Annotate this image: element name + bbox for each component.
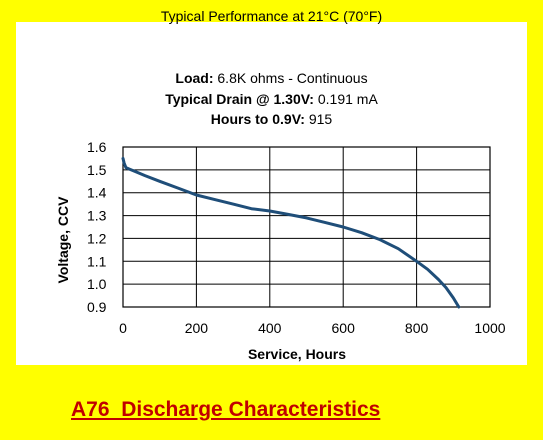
x-tick-label: 0 [119, 320, 127, 336]
load-label: Load: [175, 70, 214, 86]
y-tick-label: 1.4 [87, 185, 107, 201]
y-tick-label: 1.3 [87, 208, 107, 224]
drain-value: 0.191 mA [313, 91, 378, 107]
footer-title: A76 Discharge Characteristics [71, 398, 381, 421]
load-line: Load: 6.8K ohms - Continuous [16, 70, 527, 86]
y-tick-labels: 1.6 1.5 1.4 1.3 1.2 1.1 1.0 0.9 [87, 139, 107, 315]
title-text: Typical Performance at 21°C (70°F) [160, 8, 383, 24]
x-tick-label: 600 [332, 320, 356, 336]
plot-area [122, 146, 491, 308]
y-tick-label: 1.0 [87, 276, 107, 292]
chart-title: Typical Performance at 21°C (70°F) [16, 8, 527, 24]
x-axis-label: Service, Hours [248, 346, 346, 362]
y-tick-label: 0.9 [87, 299, 107, 315]
y-tick-label: 1.1 [87, 253, 107, 269]
hours-label: Hours to 0.9V: [210, 111, 305, 127]
y-tick-label: 1.6 [87, 139, 107, 155]
hours-line: Hours to 0.9V: 915 [16, 111, 527, 127]
x-tick-label: 400 [258, 320, 282, 336]
hours-value: 915 [304, 111, 333, 127]
grid [122, 146, 491, 308]
x-tick-label: 800 [405, 320, 429, 336]
y-tick-label: 1.2 [87, 230, 107, 246]
discharge-curve [121, 156, 461, 309]
x-tick-label: 200 [185, 320, 209, 336]
y-axis-label: Voltage, CCV [55, 196, 71, 284]
drain-label: Typical Drain @ 1.30V: [165, 91, 314, 107]
load-value: 6.8K ohms - Continuous [213, 70, 368, 86]
x-tick-labels: 0 200 400 600 800 1000 [119, 320, 506, 336]
x-tick-label: 1000 [474, 320, 505, 336]
y-tick-label: 1.5 [87, 162, 107, 178]
drain-line: Typical Drain @ 1.30V: 0.191 mA [16, 91, 527, 107]
